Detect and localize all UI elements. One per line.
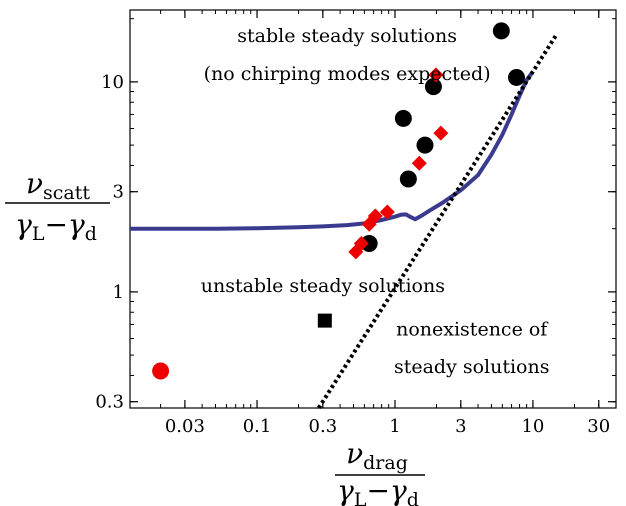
x-tick-label: 30 (587, 416, 610, 437)
x-tick-label: 3 (455, 416, 466, 437)
red-diamond-point (433, 125, 449, 141)
y-label-numerator: νscatt (26, 167, 90, 204)
x-tick-label: 0.1 (243, 416, 272, 437)
red-diamond-point (411, 155, 427, 171)
points-layer (152, 22, 526, 380)
red-diamond-point (353, 236, 369, 252)
black-circle-point (508, 68, 526, 86)
black-square-point (317, 313, 332, 328)
chart-annotation: unstable steady solutions (201, 275, 445, 297)
red-diamond-point (379, 204, 395, 220)
red-circle-point (152, 362, 170, 380)
y-tick-label: 10 (101, 72, 124, 93)
black-circle-point (492, 22, 510, 40)
black-circle-point (360, 235, 378, 253)
x-tick-label: 1 (389, 416, 400, 437)
y-tick-label: 3 (113, 182, 124, 203)
x-tick-label: 0.3 (309, 416, 338, 437)
black-circle-point (399, 170, 417, 188)
y-tick-label: 1 (113, 282, 124, 303)
chart-annotation: stable steady solutions (237, 25, 457, 47)
black-circle-point (394, 109, 412, 127)
lines-layer (130, 32, 559, 410)
red-diamond-point (367, 208, 383, 224)
black-circle-point (416, 136, 434, 154)
y-axis-label: νscatt γL−γd (5, 167, 110, 245)
y-tick-label: 0.3 (95, 392, 124, 413)
chart-annotation: (no chirping modes expected) (204, 63, 491, 85)
existence-boundary-line (317, 32, 559, 410)
chart-annotation: nonexistence of (396, 319, 549, 341)
plot-frame (129, 9, 617, 409)
x-label-numerator: νdrag (346, 437, 408, 474)
red-diamond-point (428, 67, 444, 83)
stability-boundary-curve (130, 70, 535, 231)
black-circle-point (424, 78, 442, 96)
x-tick-label: 0.03 (165, 416, 205, 437)
x-tick-label: 10 (521, 416, 544, 437)
chart-annotation: steady solutions (394, 356, 550, 378)
tick-layer: 0.03 0.1 0.3 1 3 10 30 0.3 1 3 10 (95, 10, 616, 437)
x-label-denominator: γL−γd (337, 474, 419, 506)
annotations-layer: stable steady solutions (no chirping mode… (201, 25, 550, 378)
x-axis-label: νdrag γL−γd (335, 437, 425, 506)
y-label-denominator: γL−γd (15, 208, 97, 245)
